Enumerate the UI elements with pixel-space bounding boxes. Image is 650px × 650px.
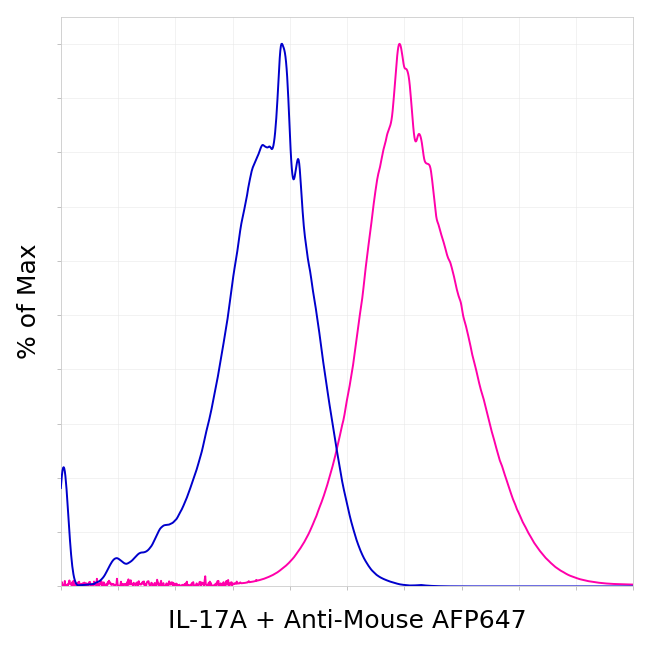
X-axis label: IL-17A + Anti-Mouse AFP647: IL-17A + Anti-Mouse AFP647	[168, 609, 526, 633]
Y-axis label: % of Max: % of Max	[17, 244, 41, 359]
